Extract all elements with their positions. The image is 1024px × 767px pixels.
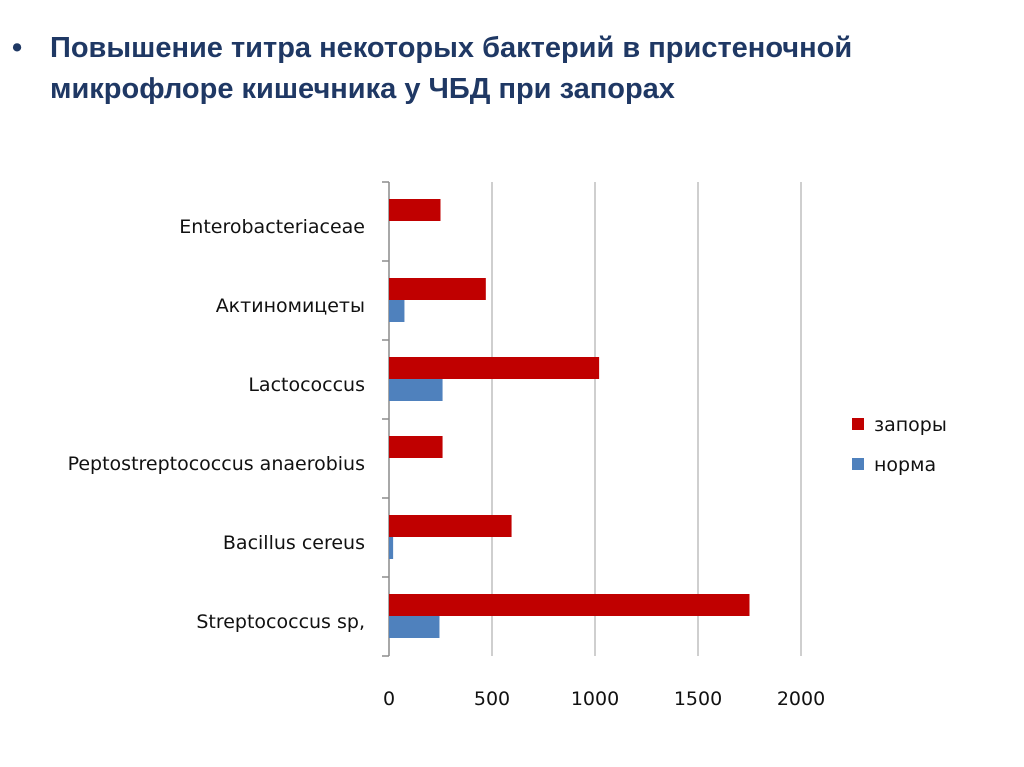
x-tick-label-0: 0: [383, 688, 395, 710]
bar-zapory-4: [389, 515, 512, 537]
bar-zapory-5: [389, 594, 750, 616]
legend-swatch-zapory: [852, 418, 864, 430]
slide-title: • Повышение титра некоторых бактерий в п…: [12, 28, 1012, 110]
x-tick-label-2000: 2000: [777, 688, 825, 710]
bars: [389, 199, 750, 638]
x-tick-labels: 0 500 1000 1500 2000: [383, 688, 825, 710]
legend-label-norma: норма: [874, 454, 936, 476]
x-tick-label-500: 500: [474, 688, 510, 710]
bar-zapory-1: [389, 278, 486, 300]
y-axis: [382, 181, 390, 657]
bar-zapory-2: [389, 357, 600, 379]
title-bullet: •: [12, 32, 23, 64]
legend: запоры норма: [852, 414, 947, 476]
category-label-1: Актиномицеты: [216, 295, 365, 317]
category-label-5: Streptococcus sp,: [196, 611, 365, 633]
bar-zapory-0: [389, 199, 441, 221]
bar-zapory-3: [389, 436, 443, 458]
bar-norma-2: [389, 379, 443, 401]
x-tick-label-1000: 1000: [571, 688, 619, 710]
legend-label-zapory: запоры: [874, 414, 947, 436]
category-label-3: Peptostreptococcus anaerobius: [68, 453, 365, 475]
title-text: Повышение титра некоторых бактерий в при…: [50, 32, 853, 105]
legend-swatch-norma: [852, 458, 864, 470]
bar-norma-5: [389, 616, 440, 638]
category-label-4: Bacillus cereus: [223, 532, 365, 554]
bar-norma-4: [389, 537, 394, 559]
bar-norma-1: [389, 300, 405, 322]
grid-lines: [491, 182, 802, 656]
category-label-2: Lactococcus: [248, 374, 365, 396]
category-label-0: Enterobacteriaceae: [179, 216, 365, 238]
x-tick-label-1500: 1500: [674, 688, 722, 710]
category-labels: Enterobacteriaceae Актиномицеты Lactococcu…: [68, 216, 365, 633]
